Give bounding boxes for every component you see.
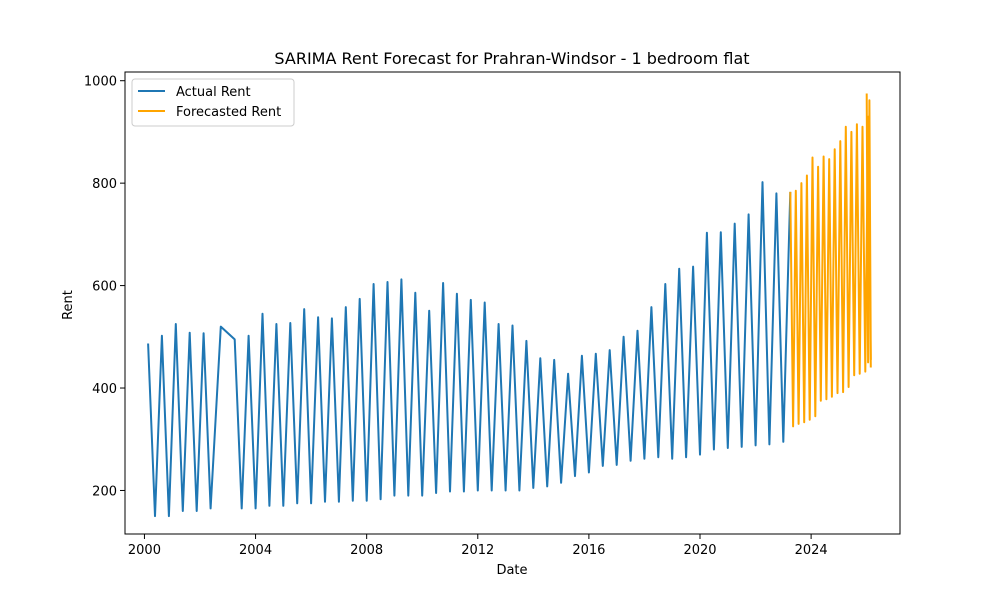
plot-frame bbox=[124, 71, 901, 535]
x-tick-label: 2000 bbox=[128, 543, 161, 558]
y-tick-label: 600 bbox=[92, 280, 117, 295]
chart-title: SARIMA Rent Forecast for Prahran-Windsor… bbox=[274, 49, 749, 68]
y-tick-label: 800 bbox=[92, 177, 117, 192]
x-tick-label: 2024 bbox=[795, 543, 828, 558]
x-tick-label: 2004 bbox=[239, 543, 272, 558]
y-tick-label: 200 bbox=[92, 484, 117, 499]
x-tick-label: 2008 bbox=[350, 543, 383, 558]
x-axis: 2000 2004 2008 2012 2016 2020 2024 bbox=[128, 534, 828, 558]
x-tick-label: 2012 bbox=[461, 543, 494, 558]
y-axis-title: Rent bbox=[61, 290, 76, 320]
x-tick-label: 2020 bbox=[683, 543, 716, 558]
legend: Actual Rent Forecasted Rent bbox=[131, 78, 295, 127]
x-tick-label: 2016 bbox=[572, 543, 605, 558]
y-tick-label: 1000 bbox=[84, 75, 117, 90]
series-line-forecast-continuation bbox=[865, 93, 872, 364]
y-tick-label: 400 bbox=[92, 382, 117, 397]
legend-label-forecasted-rent: Forecasted Rent bbox=[176, 105, 281, 120]
series-line-forecasted-rent bbox=[789, 115, 872, 428]
plot-area bbox=[147, 93, 872, 518]
series-line-actual-rent bbox=[147, 181, 792, 518]
x-axis-title: Date bbox=[496, 563, 527, 578]
legend-label-actual-rent: Actual Rent bbox=[176, 85, 251, 100]
legend-box bbox=[131, 78, 295, 127]
y-axis: 200 400 600 800 1000 bbox=[84, 75, 125, 499]
